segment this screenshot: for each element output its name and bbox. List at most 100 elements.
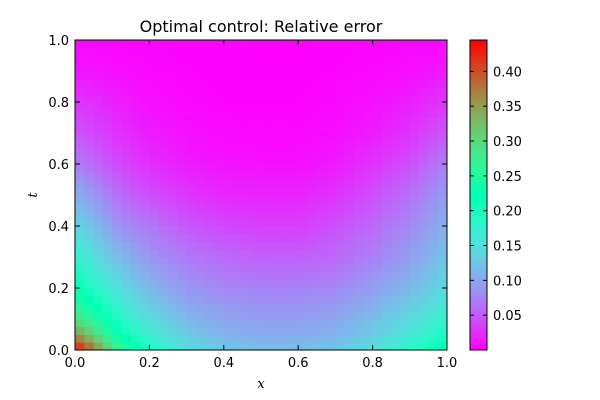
- heatmap-cell: [75, 334, 85, 343]
- heatmap-cell: [93, 288, 104, 297]
- heatmap-cell: [149, 148, 160, 157]
- heatmap-cell: [391, 71, 401, 80]
- heatmap-cell: [270, 133, 280, 142]
- colorbar-segment: [470, 269, 487, 273]
- heatmap-cell: [195, 226, 206, 235]
- heatmap-cell: [177, 233, 187, 242]
- heatmap-cell: [372, 218, 383, 227]
- heatmap-cell: [307, 63, 318, 72]
- colorbar-segment: [470, 347, 487, 351]
- heatmap-cell: [335, 47, 346, 56]
- heatmap-cell: [177, 195, 187, 204]
- heatmap-cell: [75, 94, 85, 103]
- heatmap-cell: [140, 326, 150, 335]
- heatmap-cell: [93, 264, 104, 273]
- heatmap-cell: [298, 86, 308, 95]
- heatmap-cell: [316, 218, 327, 227]
- heatmap-cell: [75, 319, 85, 328]
- heatmap-cell: [261, 109, 271, 118]
- heatmap-cell: [223, 326, 234, 335]
- heatmap-cell: [354, 148, 364, 157]
- heatmap-cell: [186, 264, 197, 273]
- heatmap-cell: [326, 71, 336, 80]
- colorbar-segment: [470, 135, 487, 139]
- heatmap-cell: [363, 40, 373, 49]
- colorbar-segment: [470, 114, 487, 118]
- heatmap-cell: [381, 280, 392, 289]
- heatmap-cell: [428, 288, 439, 297]
- heatmap-cell: [326, 303, 336, 312]
- heatmap-cell: [316, 47, 327, 56]
- heatmap-cell: [75, 63, 85, 72]
- heatmap-cell: [186, 125, 197, 134]
- heatmap-cell: [419, 133, 429, 142]
- heatmap-cell: [288, 311, 299, 320]
- heatmap-cell: [400, 226, 411, 235]
- heatmap-cell: [335, 233, 346, 242]
- heatmap-cell: [409, 40, 420, 49]
- heatmap-cell: [121, 303, 132, 312]
- heatmap-cell: [437, 164, 448, 173]
- heatmap-cell: [419, 164, 429, 173]
- heatmap-cell: [316, 63, 327, 72]
- heatmap-cell: [335, 303, 346, 312]
- heatmap-cell: [409, 94, 420, 103]
- y-tick-label: 0.0: [48, 344, 69, 359]
- heatmap-cell: [354, 195, 364, 204]
- heatmap-cell: [437, 288, 448, 297]
- heatmap-cell: [326, 233, 336, 242]
- heatmap-cell: [270, 179, 280, 188]
- heatmap-cell: [409, 109, 420, 118]
- heatmap-cell: [326, 195, 336, 204]
- heatmap-cell: [75, 241, 85, 250]
- heatmap-cell: [391, 295, 401, 304]
- heatmap-cell: [102, 257, 113, 266]
- colorbar-segment: [470, 324, 487, 328]
- heatmap-cell: [428, 218, 439, 227]
- heatmap-cell: [307, 47, 318, 56]
- heatmap-cell: [419, 241, 429, 250]
- heatmap-cell: [326, 94, 336, 103]
- heatmap-cell: [121, 264, 132, 273]
- heatmap-cell: [186, 257, 197, 266]
- colorbar-segment: [470, 246, 487, 250]
- heatmap-cell: [428, 272, 439, 281]
- x-axis-label: x: [257, 377, 265, 392]
- heatmap-cell: [177, 295, 187, 304]
- heatmap-cell: [149, 257, 160, 266]
- heatmap-cell: [372, 272, 383, 281]
- colorbar-segment: [470, 316, 487, 320]
- heatmap-cell: [400, 133, 411, 142]
- heatmap-cell: [177, 86, 187, 95]
- heatmap-cell: [149, 334, 160, 343]
- heatmap-cell: [112, 241, 122, 250]
- heatmap-cell: [233, 233, 243, 242]
- heatmap-cell: [400, 94, 411, 103]
- heatmap-cell: [381, 210, 392, 219]
- heatmap-cell: [354, 94, 364, 103]
- heatmap-cell: [130, 326, 141, 335]
- heatmap-cell: [214, 78, 225, 87]
- heatmap-cell: [344, 264, 355, 273]
- heatmap-cell: [372, 117, 383, 126]
- heatmap-cell: [75, 195, 85, 204]
- heatmap-cell: [270, 241, 280, 250]
- heatmap-cell: [261, 125, 271, 134]
- heatmap-cell: [326, 63, 336, 72]
- heatmap-cell: [75, 55, 85, 64]
- heatmap-cell: [130, 311, 141, 320]
- heatmap-cell: [112, 319, 122, 328]
- heatmap-cell: [242, 140, 253, 149]
- heatmap-cell: [428, 117, 439, 126]
- heatmap-cell: [158, 280, 169, 289]
- heatmap-cell: [428, 55, 439, 64]
- heatmap-cell: [307, 140, 318, 149]
- heatmap-cell: [149, 125, 160, 134]
- heatmap-cell: [326, 264, 336, 273]
- colorbar-segment: [470, 182, 487, 186]
- heatmap-cell: [437, 226, 448, 235]
- heatmap-cell: [261, 164, 271, 173]
- heatmap-cell: [121, 55, 132, 64]
- heatmap-cell: [326, 226, 336, 235]
- colorbar-segment: [470, 200, 487, 204]
